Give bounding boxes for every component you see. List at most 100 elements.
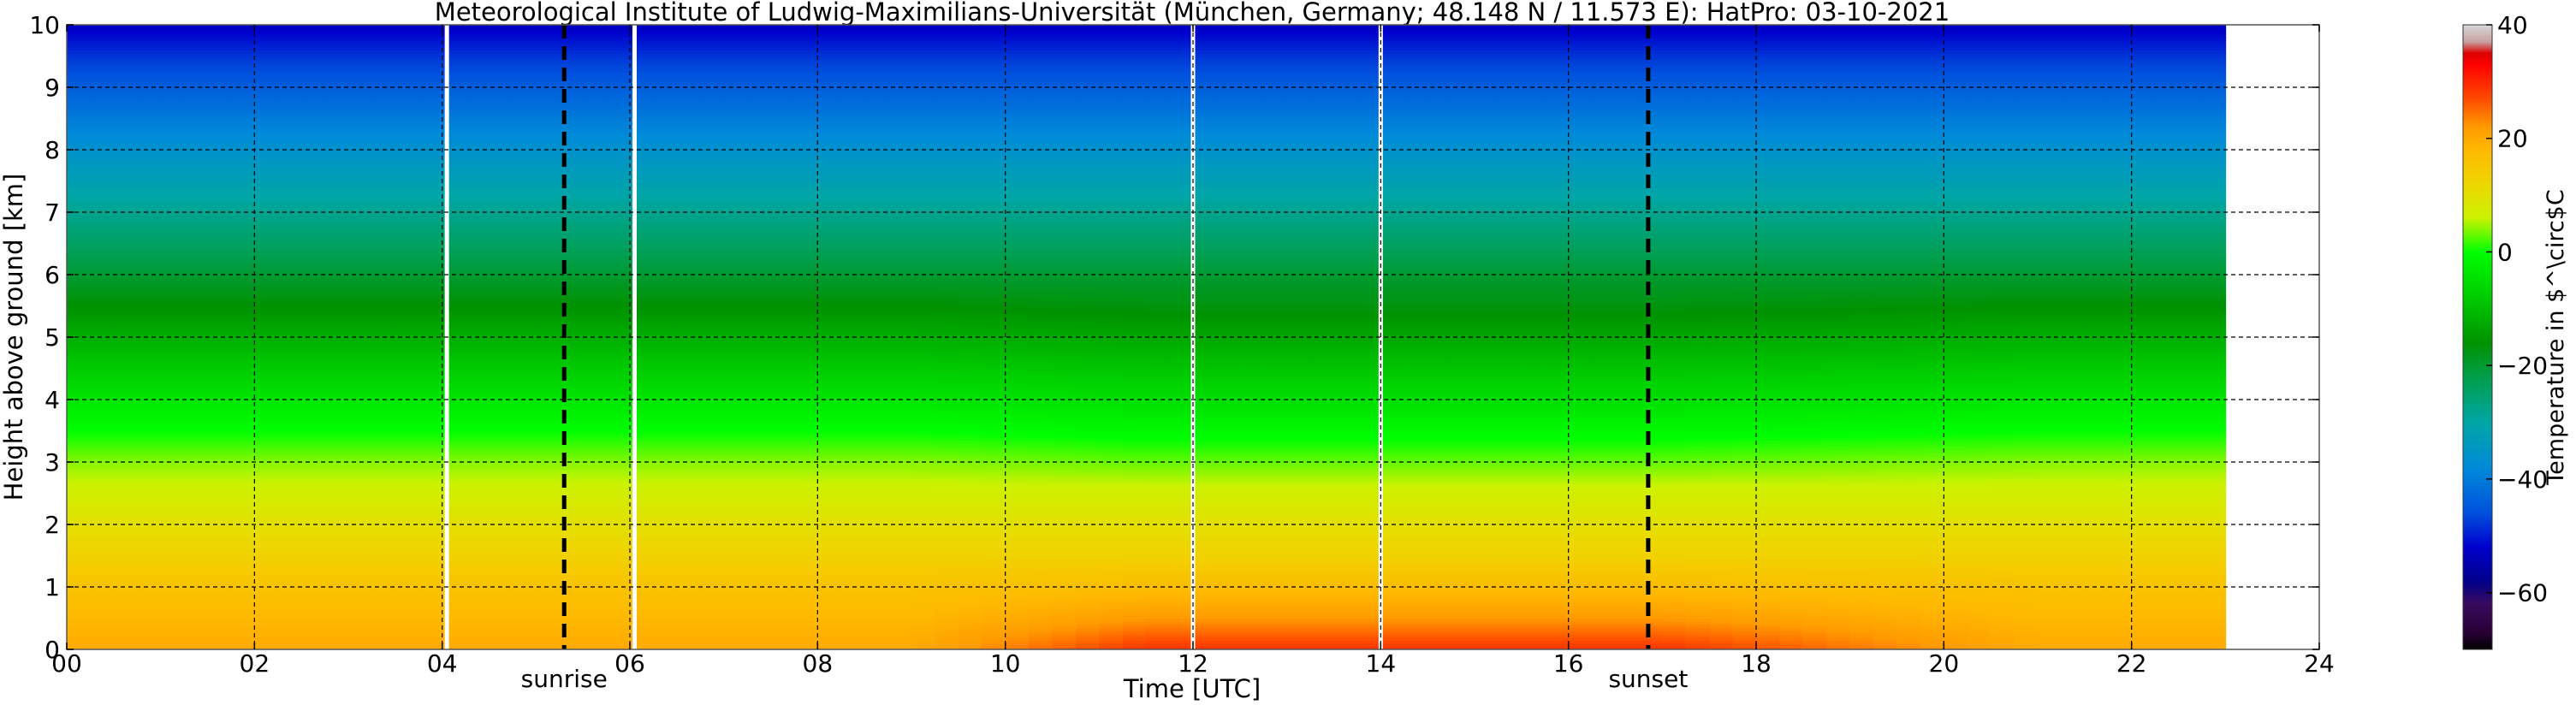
heatmap-cell <box>254 302 279 307</box>
heatmap-cell <box>67 515 92 519</box>
heatmap-cell <box>113 631 139 635</box>
heatmap-cell <box>230 96 256 101</box>
heatmap-cell <box>90 605 115 610</box>
heatmap-cell <box>137 565 162 569</box>
heatmap-cell <box>67 234 92 238</box>
heatmap-cell <box>67 393 92 398</box>
heatmap-cell <box>113 118 139 122</box>
heatmap-cell <box>207 383 232 388</box>
heatmap-cell <box>137 368 162 372</box>
heatmap-cell <box>184 415 209 419</box>
heatmap-cell <box>90 340 115 345</box>
heatmap-cell <box>184 555 209 560</box>
heatmap-cell <box>184 587 209 591</box>
heatmap-cell <box>160 561 185 566</box>
heatmap-cell <box>160 137 185 141</box>
heatmap-cell <box>137 199 162 204</box>
heatmap-cell <box>137 602 162 607</box>
heatmap-cell <box>254 434 279 438</box>
heatmap-cell <box>137 256 162 260</box>
heatmap-cell <box>160 627 185 631</box>
heatmap-cell <box>137 252 162 257</box>
heatmap-cell <box>160 565 185 569</box>
heatmap-cell <box>90 177 115 182</box>
heatmap-cell <box>113 162 139 167</box>
heatmap-cell <box>160 352 185 357</box>
heatmap-cell <box>207 546 232 550</box>
heatmap-cell <box>137 434 162 438</box>
heatmap-cell <box>230 646 256 649</box>
heatmap-cell <box>230 455 256 460</box>
heatmap-cell <box>137 449 162 453</box>
heatmap-cell <box>160 637 185 641</box>
heatmap-cell <box>113 608 139 613</box>
heatmap-cell <box>137 52 162 57</box>
heatmap-cell <box>160 74 185 79</box>
heatmap-cell <box>67 459 92 463</box>
heatmap-cell <box>184 627 209 631</box>
heatmap-cell <box>113 643 139 648</box>
heatmap-cell <box>254 524 279 529</box>
heatmap-cell <box>137 71 162 76</box>
heatmap-cell <box>113 593 139 597</box>
heatmap-cell <box>160 408 185 413</box>
heatmap-cell <box>160 381 185 385</box>
heatmap-cell <box>160 146 185 151</box>
heatmap-cell <box>137 181 162 185</box>
heatmap-cell <box>184 477 209 482</box>
heatmap-cell <box>113 477 139 482</box>
heatmap-cell <box>184 499 209 504</box>
heatmap-cell <box>67 311 92 317</box>
heatmap-cell <box>113 99 139 104</box>
heatmap-cell <box>254 421 279 425</box>
temperature-heatmap <box>67 25 2227 649</box>
heatmap-cell <box>113 527 139 532</box>
heatmap-cell <box>207 205 232 210</box>
heatmap-cell <box>277 530 302 535</box>
heatmap-cell <box>160 462 185 466</box>
heatmap-cell <box>137 218 162 222</box>
heatmap-cell <box>90 240 115 245</box>
heatmap-cell <box>160 283 185 288</box>
heatmap-cell <box>254 455 279 460</box>
heatmap-cell <box>230 290 256 294</box>
heatmap-cell <box>160 140 185 145</box>
heatmap-cell <box>137 621 162 625</box>
heatmap-cell <box>230 624 256 629</box>
heatmap-cell <box>67 355 92 360</box>
heatmap-cell <box>67 162 92 167</box>
heatmap-cell <box>254 474 279 479</box>
heatmap-cell <box>113 624 139 629</box>
heatmap-cell <box>230 578 256 582</box>
heatmap-cell <box>113 152 139 157</box>
heatmap-cell <box>184 364 209 370</box>
heatmap-cell <box>90 158 115 163</box>
heatmap-cell <box>254 533 279 538</box>
heatmap-cell <box>113 240 139 245</box>
heatmap-cell <box>90 595 115 601</box>
heatmap-cell <box>160 364 185 370</box>
heatmap-cell <box>67 187 92 192</box>
heatmap-cell <box>254 521 279 525</box>
heatmap-cell <box>113 390 139 394</box>
heatmap-cell <box>160 346 185 351</box>
heatmap-cell <box>184 143 209 148</box>
heatmap-cell <box>113 587 139 591</box>
heatmap-cell <box>67 199 92 204</box>
heatmap-cell <box>90 393 115 398</box>
heatmap-cell <box>137 156 162 160</box>
heatmap-cell <box>184 559 209 563</box>
heatmap-cell <box>207 602 232 607</box>
heatmap-cell <box>90 424 115 429</box>
heatmap-cell <box>113 68 139 73</box>
heatmap-cell <box>207 468 232 472</box>
heatmap-cell <box>67 221 92 226</box>
heatmap-cell <box>254 237 279 241</box>
heatmap-cell <box>67 561 92 566</box>
heatmap-cell <box>137 536 162 542</box>
heatmap-cell <box>254 52 279 57</box>
heatmap-cell <box>113 168 139 173</box>
heatmap-cell <box>254 605 279 610</box>
heatmap-cell <box>67 612 92 616</box>
heatmap-cell <box>184 112 209 116</box>
